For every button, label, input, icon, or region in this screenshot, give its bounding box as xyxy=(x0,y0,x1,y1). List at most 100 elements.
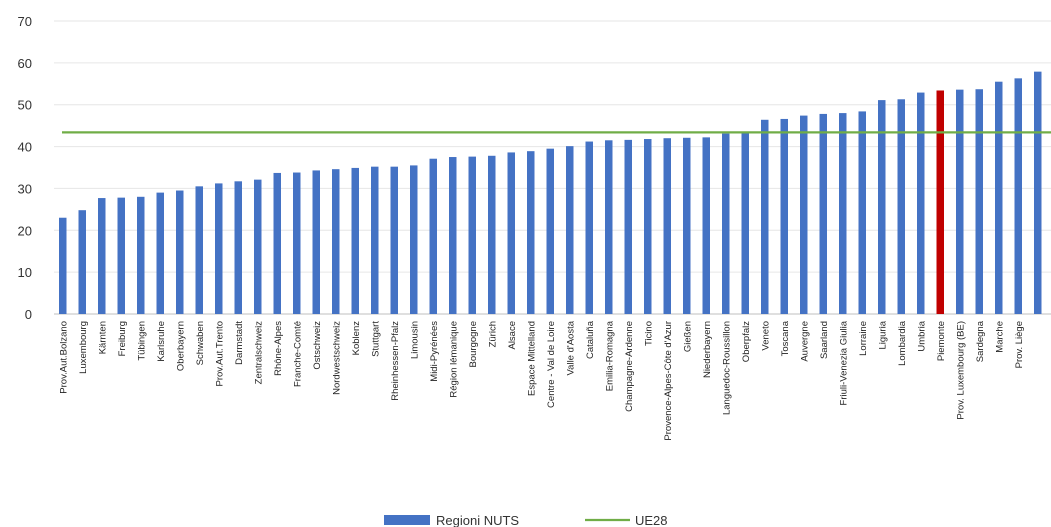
y-tick-label: 0 xyxy=(25,307,32,322)
x-tick-label: Karlsruhe xyxy=(156,321,167,362)
x-tick-label: Marche xyxy=(994,321,1005,353)
y-tick-label: 10 xyxy=(18,265,32,280)
bar xyxy=(683,137,691,314)
bar xyxy=(449,157,457,314)
x-tick-label: Champagne-Ardenne xyxy=(624,321,635,412)
x-tick-label: Ticino xyxy=(643,321,654,346)
bar xyxy=(585,141,593,314)
x-tick-label: Kärnten xyxy=(97,321,108,354)
bar xyxy=(137,196,145,314)
bar xyxy=(858,111,866,314)
bar xyxy=(429,158,437,314)
bar xyxy=(59,217,67,314)
bar xyxy=(975,89,983,314)
x-tick-label: Centre - Val de Loire xyxy=(546,321,557,408)
y-axis-ticks: 0 10 20 30 40 50 60 70 xyxy=(18,14,32,322)
x-tick-label: Oberbayern xyxy=(175,321,186,371)
bars-layer xyxy=(59,71,1042,315)
bar xyxy=(741,132,749,314)
bar xyxy=(878,100,886,314)
bar xyxy=(624,139,632,314)
x-tick-label: Languedoc-Roussillon xyxy=(721,321,732,415)
bar xyxy=(254,179,262,314)
bar xyxy=(1034,71,1042,314)
bar xyxy=(566,146,574,314)
x-tick-label: Niederbayern xyxy=(702,321,713,378)
legend-label-ue28: UE28 xyxy=(635,513,668,527)
bar xyxy=(936,90,944,315)
x-tick-label: Piemonte xyxy=(936,321,947,361)
x-tick-label: Prov.Aut.Trento xyxy=(214,321,225,386)
bar xyxy=(332,169,340,314)
y-tick-label: 20 xyxy=(18,223,32,238)
bar xyxy=(78,210,86,314)
x-tick-label: Veneto xyxy=(760,321,771,351)
x-tick-label: Alsace xyxy=(507,321,518,350)
x-tick-label: Schwaben xyxy=(195,321,206,365)
x-tick-label: Stuttgart xyxy=(370,321,381,357)
bar xyxy=(371,166,379,314)
bar xyxy=(273,172,281,314)
x-tick-label: Prov. Liège xyxy=(1014,321,1025,368)
bar xyxy=(780,118,788,315)
x-tick-label: Région lémanique xyxy=(448,321,459,398)
bar xyxy=(156,192,164,314)
bar xyxy=(605,140,613,314)
x-tick-label: Emilia-Romagna xyxy=(604,320,615,391)
x-tick-label: Tübingen xyxy=(136,321,147,361)
bar xyxy=(488,155,496,314)
x-tick-label: Rhône-Alpes xyxy=(273,321,284,376)
legend-label-regioni-nuts: Regioni NUTS xyxy=(436,513,519,527)
x-tick-label: Prov. Luxembourg (BE) xyxy=(955,321,966,420)
y-tick-label: 70 xyxy=(18,14,32,29)
bar xyxy=(195,186,203,314)
bar xyxy=(117,197,125,314)
x-axis-labels: Prov.Aut.Bolzano Luxembourg Kärnten Freibur… xyxy=(58,320,1025,440)
bar xyxy=(644,139,652,314)
x-tick-label: Ostschweiz xyxy=(312,321,323,370)
y-tick-label: 30 xyxy=(18,181,32,196)
x-tick-label: Rheinhessen-Pfalz xyxy=(390,321,401,401)
x-tick-label: Lombardia xyxy=(897,320,908,366)
x-tick-label: Provence-Alpes-Côte d'Azur xyxy=(663,321,674,441)
legend-swatch-regioni-nuts xyxy=(384,515,430,525)
x-tick-label: Friuli-Venezia Giulia xyxy=(838,320,849,405)
y-tick-label: 60 xyxy=(18,56,32,71)
bar xyxy=(234,181,242,314)
bar xyxy=(98,198,106,314)
bar xyxy=(897,99,905,314)
bar xyxy=(390,166,398,314)
x-tick-label: Liguria xyxy=(877,320,888,349)
x-tick-label: Sardegna xyxy=(975,320,986,362)
x-tick-label: Gießen xyxy=(682,321,693,352)
bar xyxy=(176,190,184,314)
x-tick-label: Oberpfalz xyxy=(741,321,752,362)
bar xyxy=(956,89,964,314)
x-tick-label: Zentralschweiz xyxy=(253,321,264,385)
bar xyxy=(722,133,730,314)
bar xyxy=(702,137,710,314)
bar xyxy=(995,81,1003,314)
bar xyxy=(1014,78,1022,314)
bar xyxy=(351,167,359,314)
x-tick-label: Lorraine xyxy=(858,321,869,356)
x-tick-label: Toscana xyxy=(780,320,791,356)
x-tick-label: Cataluña xyxy=(585,320,596,359)
bar xyxy=(663,138,671,314)
bar xyxy=(546,148,554,314)
bar xyxy=(761,119,769,314)
x-tick-label: Luxembourg xyxy=(78,321,89,374)
x-tick-label: Espace Mittelland xyxy=(526,321,537,396)
bar xyxy=(917,92,925,314)
x-tick-label: Midi-Pyrénées xyxy=(429,321,440,382)
bar xyxy=(507,152,515,314)
x-tick-label: Umbria xyxy=(916,320,927,351)
x-tick-label: Freiburg xyxy=(117,321,128,356)
bar xyxy=(819,113,827,315)
x-tick-label: Koblenz xyxy=(351,321,362,356)
legend: Regioni NUTS UE28 xyxy=(384,513,668,527)
y-tick-label: 40 xyxy=(18,140,32,155)
bar xyxy=(468,156,476,314)
